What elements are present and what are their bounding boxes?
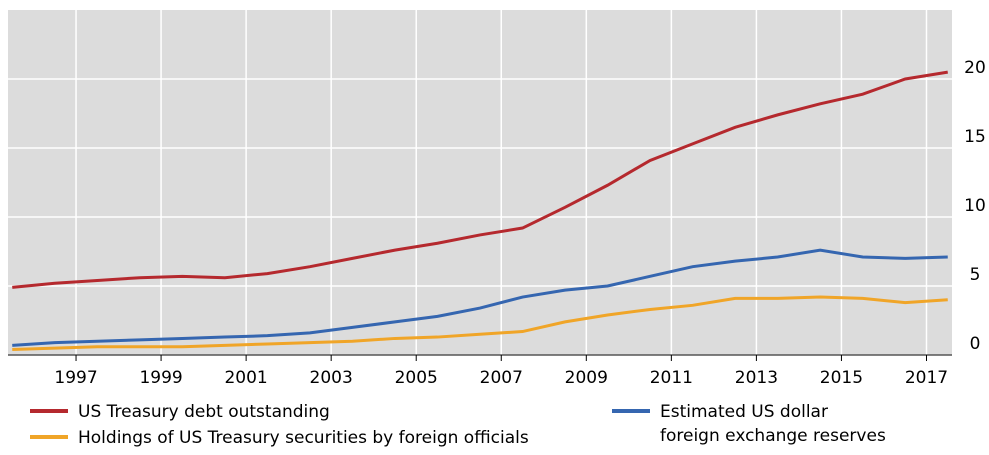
series-line bbox=[12, 248, 948, 347]
x-tick-label: 2011 bbox=[650, 368, 693, 388]
x-tick-label: 2009 bbox=[565, 368, 608, 388]
series-line bbox=[12, 295, 948, 351]
x-tick-label: 2013 bbox=[735, 368, 778, 388]
y-tick-label: 10 bbox=[964, 196, 986, 216]
legend-label: Estimated US dollar foreign exchange rese… bbox=[660, 402, 886, 446]
legend-label: US Treasury debt outstanding bbox=[78, 402, 330, 422]
legend-label: Holdings of US Treasury securities by fo… bbox=[78, 428, 529, 448]
y-tick-label: 20 bbox=[964, 58, 986, 78]
x-tick-label: 2001 bbox=[224, 368, 267, 388]
x-tick-label: 2015 bbox=[820, 368, 863, 388]
y-tick-label: 5 bbox=[970, 265, 981, 285]
x-tick-label: 1997 bbox=[54, 368, 97, 388]
x-tick-label: 2005 bbox=[395, 368, 438, 388]
y-tick-label: 15 bbox=[964, 127, 986, 147]
x-tick-label: 2017 bbox=[905, 368, 948, 388]
x-tick-label: 1999 bbox=[139, 368, 182, 388]
series-line bbox=[12, 70, 948, 289]
y-tick-label: 0 bbox=[970, 334, 981, 354]
x-tick-label: 2003 bbox=[310, 368, 353, 388]
x-tick-label: 2007 bbox=[480, 368, 523, 388]
plot-area bbox=[8, 10, 952, 355]
